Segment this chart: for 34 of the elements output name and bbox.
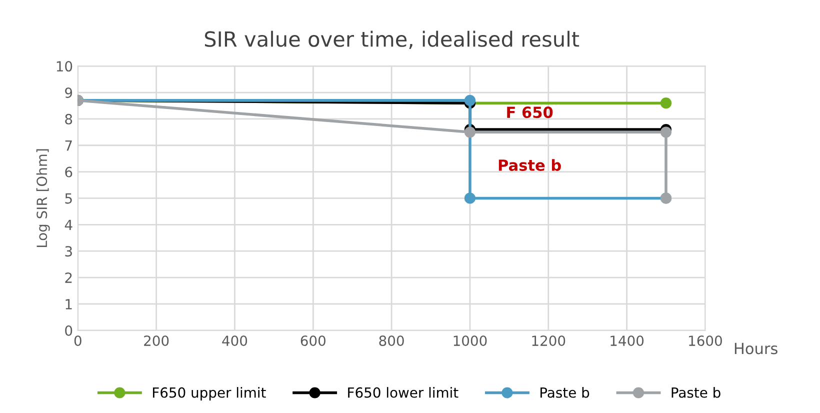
x-tick-label: 800: [379, 336, 404, 346]
legend-label: Paste b: [540, 387, 590, 398]
annotation: F 650: [507, 106, 553, 118]
point: [464, 192, 476, 204]
x-tick-label: 1200: [532, 336, 566, 346]
y-tick-label: 8: [65, 114, 72, 124]
x-axis-title: Hours: [734, 342, 778, 354]
point: [660, 126, 672, 138]
y-tick-label: 5: [65, 193, 72, 204]
x-tick-label: 1400: [610, 336, 644, 346]
y-tick-label: 9: [65, 87, 72, 98]
legend-label: F650 upper limit: [152, 387, 266, 400]
x-tick-label: 1000: [454, 336, 487, 346]
y-tick-label: 3: [65, 246, 72, 257]
y-tick-label: 2: [65, 272, 72, 283]
x-tick-label: 0: [74, 336, 82, 346]
x-tick-label: 600: [300, 336, 326, 346]
point: [464, 126, 476, 138]
y-tick-label: 10: [56, 61, 72, 72]
x-tick-label: 1600: [689, 336, 722, 346]
legend-label: F650 lower limit: [348, 387, 458, 398]
legend-label: Paste b: [672, 387, 720, 398]
y-tick-label: 0: [65, 325, 72, 336]
x-tick-label: 200: [144, 336, 169, 346]
y-tick-label: 7: [65, 140, 72, 151]
annotation: Paste b: [498, 159, 561, 171]
y-tick-label: 6: [65, 166, 72, 178]
y-tick-label: 1: [66, 299, 72, 310]
point: [464, 94, 476, 106]
chart-title: SIR value over time, idealised result: [204, 30, 580, 50]
point: [660, 98, 672, 109]
y-axis-title: Log SIR [Ohm]: [36, 149, 50, 248]
y-tick-label: 4: [64, 220, 72, 230]
x-tick-label: 400: [222, 336, 248, 346]
